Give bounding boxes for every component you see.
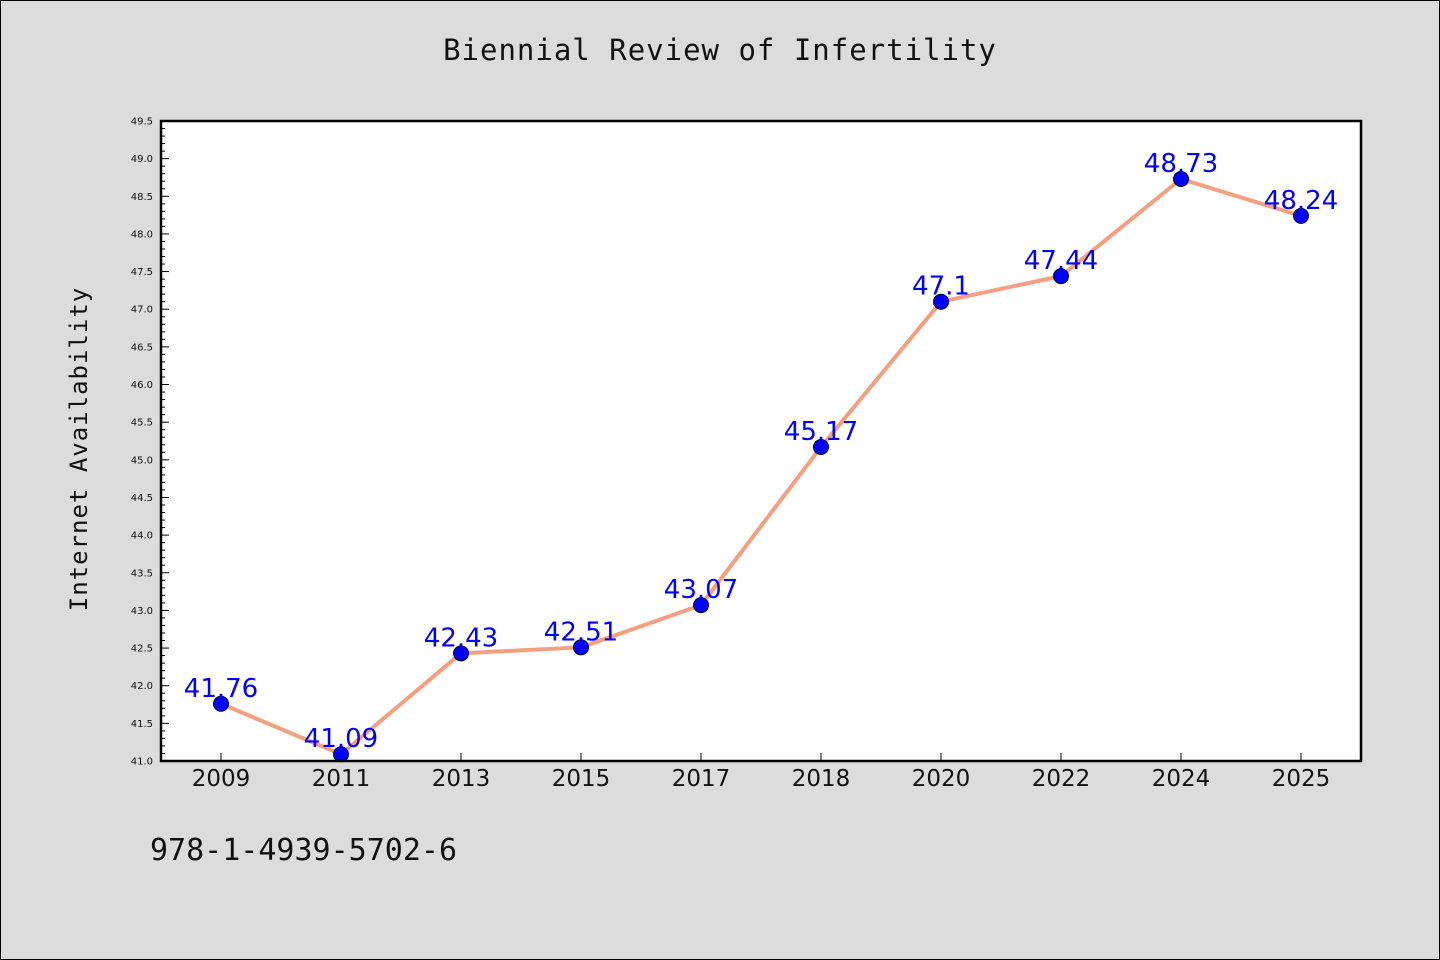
data-point — [453, 645, 469, 662]
series-line — [219, 176, 1303, 757]
data-label: 41.76 — [184, 674, 258, 704]
isbn-text: 978-1-4939-5702-6 — [150, 833, 458, 868]
plot-background-group — [161, 121, 1361, 761]
y-tick-label: 46.5 — [131, 342, 153, 353]
x-tick-label: 2017 — [672, 766, 731, 792]
x-tick-label: 2011 — [312, 766, 371, 792]
y-tick-label: 41.0 — [131, 757, 153, 768]
y-tick-label: 44.0 — [131, 531, 153, 542]
y-tick-label: 47.5 — [131, 267, 153, 278]
data-label: 47.1 — [912, 272, 970, 302]
plot-frame — [159, 119, 1363, 763]
y-tick-label: 42.0 — [131, 681, 153, 692]
chart-title: Biennial Review of Infertility — [443, 33, 997, 67]
data-label: 42.51 — [544, 617, 618, 647]
data-point — [1173, 170, 1189, 187]
y-tick-label: 48.0 — [131, 229, 153, 240]
y-tick-label: 46.0 — [131, 380, 153, 391]
data-point — [213, 695, 229, 712]
markers — [213, 170, 1309, 763]
y-tick-label: 43.0 — [131, 606, 153, 617]
y-tick-label: 47.0 — [131, 305, 153, 316]
x-tick-label: 2013 — [432, 766, 491, 792]
y-tick-label: 49.5 — [131, 117, 153, 128]
y-ticks: 41.0 41.5 42.0 42.5 43.0 43.5 44.0 44.5 45.0 45.5… — [131, 117, 169, 768]
data-point — [693, 597, 709, 614]
data-point — [813, 439, 829, 456]
data-labels: 41.76 41.09 42.43 42.51 43.07 45.17 47.1 47.44 4… — [184, 149, 1338, 754]
y-tick-label: 43.5 — [131, 568, 153, 579]
x-tick-label: 2024 — [1152, 766, 1211, 792]
y-tick-label: 42.5 — [131, 644, 153, 655]
plot-frame-group — [159, 119, 1363, 763]
x-tick-label: 2020 — [912, 766, 971, 792]
data-point — [573, 639, 589, 656]
data-label: 42.43 — [424, 623, 498, 653]
data-label: 48.73 — [1144, 149, 1218, 179]
y-tick-label: 45.0 — [131, 455, 153, 466]
data-label: 45.17 — [784, 417, 858, 447]
y-tick-label: 49.0 — [131, 154, 153, 165]
x-tick-label: 2018 — [792, 766, 851, 792]
data-label: 48.24 — [1264, 186, 1338, 216]
x-ticks: 2009 2011 2013 2015 2017 2018 2020 2022 2024 2025 — [192, 753, 1331, 792]
x-tick-label: 2022 — [1032, 766, 1091, 792]
x-tick-label: 2009 — [192, 766, 251, 792]
data-label: 47.44 — [1024, 246, 1098, 276]
data-point — [1293, 207, 1309, 224]
y-tick-label: 45.5 — [131, 418, 153, 429]
x-tick-label: 2015 — [552, 766, 611, 792]
data-point — [1053, 268, 1069, 285]
y-tick-label: 41.5 — [131, 719, 153, 730]
y-tick-label: 48.5 — [131, 192, 153, 203]
data-point — [933, 293, 949, 310]
plot-background — [161, 121, 1361, 761]
data-label: 43.07 — [664, 575, 738, 605]
series-line-group — [219, 176, 1303, 757]
y-tick-label: 44.5 — [131, 493, 153, 504]
x-tick-label: 2025 — [1272, 766, 1331, 792]
data-label: 41.09 — [304, 724, 378, 754]
